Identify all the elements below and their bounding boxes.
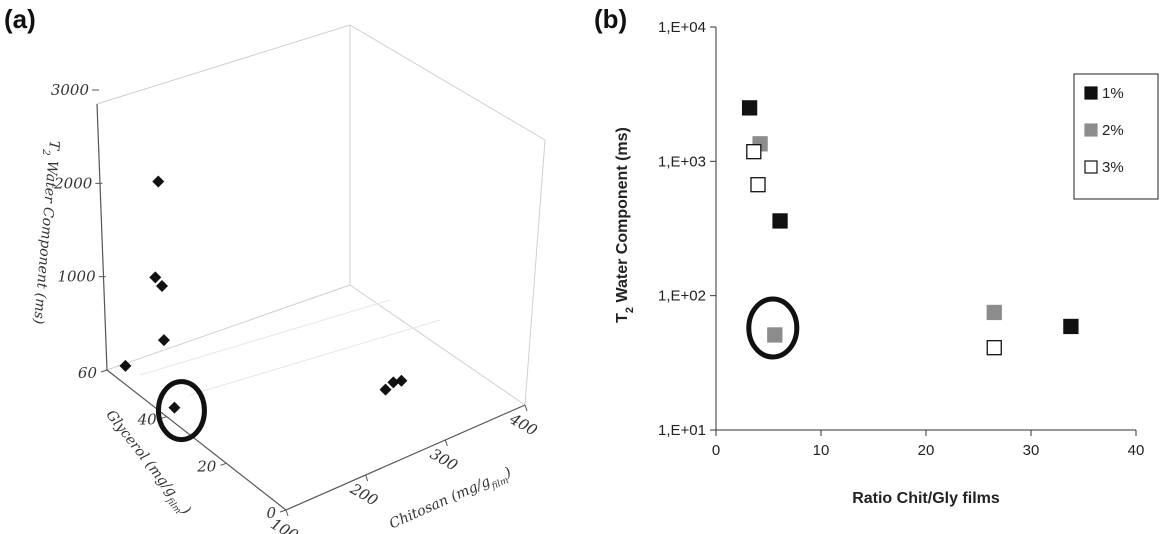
chart-a-point (387, 376, 400, 389)
chart-b-legend-items: 1% 2% 3% (1084, 85, 1124, 176)
chart-b-x-tick-label: 10 (813, 442, 830, 459)
chart-b-x-ticks: 0 10 20 30 40 (712, 430, 1145, 459)
chart-a-box (96, 24, 546, 406)
chart-a-points (119, 175, 408, 414)
chart-a-point (156, 280, 168, 292)
panel-a-label: (a) (4, 4, 36, 34)
chart-a-y-ticks: 0 20 40 60 (78, 364, 287, 522)
chart-a-y-tick-label: 0 (266, 504, 276, 522)
chart-a-point (149, 271, 162, 284)
chart-a-z-tick-label: 1000 (57, 268, 96, 286)
chart-a-point (168, 401, 181, 414)
chart-a-axes (96, 103, 526, 511)
chart-a-z-axis-line (96, 103, 108, 371)
chart-a-point (152, 175, 165, 188)
chart-b-legend-swatch (1084, 86, 1098, 100)
chart-a-back-frame (96, 24, 546, 406)
chart-b-y-ticks: 1,E+01 1,E+02 1,E+03 1,E+04 (658, 19, 716, 439)
chart-b-point-series-1 (1063, 318, 1079, 335)
chart-a-floor-grid (139, 299, 391, 376)
panel-b-label: (b) (594, 4, 628, 34)
chart-b-x-tick-label: 40 (1128, 442, 1145, 459)
chart-b-y-tick-label: 1,E+04 (658, 19, 706, 36)
chart-b-point-series-1 (772, 213, 788, 229)
chart-a-z-tick-label: 2000 (53, 174, 93, 192)
chart-a-x-axis-line (285, 404, 526, 511)
chart-b-point-series-3 (746, 144, 762, 160)
chart-b-legend-swatch (1084, 123, 1098, 137)
chart-a-y-tick-mark (220, 462, 227, 466)
chart-a-y-tick-mark (279, 509, 287, 513)
chart-a-x-tick-mark (524, 404, 528, 412)
chart-b-highlight (746, 296, 800, 360)
chart-a-y-tick-label: 60 (78, 364, 98, 382)
chart-b-x-axis-title: Ratio Chit/Gly films (852, 490, 1000, 507)
chart-b-highlight-ellipse (746, 296, 800, 360)
chart-b-y-tick-label: 1,E+01 (658, 422, 706, 439)
chart-b-point-series-3 (986, 340, 1002, 356)
chart-a-y-tick-mark (100, 369, 108, 373)
chart-b-points (741, 100, 1079, 356)
chart-b-x-tick-label: 0 (712, 442, 720, 459)
chart-b-point-series-2 (986, 304, 1002, 321)
chart-b-legend-label: 2% (1102, 122, 1124, 139)
chart-a-x-tick-mark (285, 509, 289, 517)
chart-b-y-tick-label: 1,E+02 (658, 288, 706, 305)
chart-a-z-tick-label: 3000 (51, 81, 90, 99)
chart-b-legend-swatch (1084, 160, 1098, 174)
chart-b-legend-label: 3% (1102, 159, 1124, 176)
chart-a-x-tick-mark (444, 439, 448, 447)
chart-a-x-tick-mark (365, 474, 369, 482)
chart-b-x-tick-label: 20 (918, 442, 935, 459)
chart-a-y-tick-label: 40 (137, 411, 158, 429)
chart-a-y-axis-line (106, 369, 287, 511)
chart-b-legend-label: 1% (1102, 85, 1124, 102)
chart-b-point-series-2 (767, 327, 783, 343)
chart-a-highlight (155, 379, 207, 443)
chart-b-y-axis-title: T2 Water Component (ms) (614, 127, 636, 323)
chart-a-highlight-ellipse (155, 379, 207, 443)
chart-b-x-tick-label: 30 (1023, 442, 1040, 459)
chart-a-floor-back-left (106, 284, 351, 371)
chart-a-point (119, 359, 132, 372)
chart-a-floor-back-right (349, 284, 526, 406)
chart-a-y-tick-label: 20 (196, 457, 217, 475)
chart-a-point (379, 383, 392, 396)
chart-a-point (395, 374, 408, 387)
chart-a-floor-grid-2 (189, 319, 441, 396)
chart-a-point (157, 334, 170, 347)
chart-a-z-ticks: 1000 2000 3000 (51, 81, 106, 286)
chart-b-legend: 1% 2% 3% (1073, 73, 1159, 200)
chart-b-point-series-3 (750, 177, 766, 193)
chart-b-point-series-1 (741, 100, 758, 116)
chart-b-y-tick-label: 1,E+03 (658, 153, 706, 170)
